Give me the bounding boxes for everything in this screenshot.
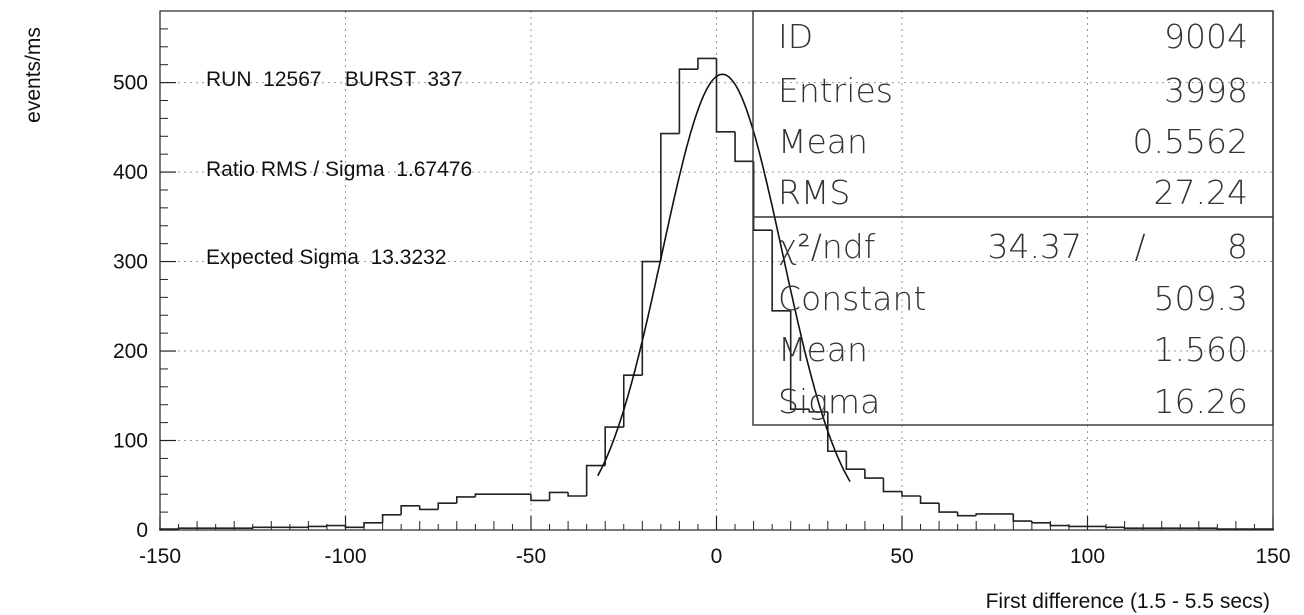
x-tick-label: 150 bbox=[1255, 545, 1290, 568]
stats-value: 27.24 bbox=[1154, 173, 1248, 212]
histogram-bin bbox=[587, 466, 606, 496]
x-tick-label: 0 bbox=[711, 545, 723, 568]
y-tick-label: 500 bbox=[113, 72, 148, 95]
histogram-bin bbox=[401, 506, 420, 515]
stats-value: 0.5562 bbox=[1133, 122, 1248, 161]
x-tick-label: 50 bbox=[890, 545, 913, 568]
x-tick-label: -100 bbox=[324, 545, 366, 568]
y-tick-label: 100 bbox=[113, 430, 148, 453]
histogram-bin bbox=[1013, 514, 1032, 521]
fit-separator: / bbox=[1134, 227, 1145, 266]
x-tick-label: 100 bbox=[1070, 545, 1105, 568]
expected-sigma-annotation: Expected Sigma 13.3232 bbox=[206, 246, 447, 269]
ratio-annotation: Ratio RMS / Sigma 1.67476 bbox=[206, 158, 472, 181]
x-axis-title: First difference (1.5 - 5.5 secs) bbox=[986, 590, 1270, 613]
fit-value: 16.26 bbox=[1154, 382, 1248, 421]
histogram-bin bbox=[1106, 526, 1125, 527]
histogram-bin bbox=[160, 529, 179, 530]
y-axis-title: events/ms bbox=[22, 27, 45, 123]
histogram-bin bbox=[1069, 526, 1088, 527]
histogram-bin bbox=[457, 497, 476, 503]
histogram-bin bbox=[698, 58, 717, 69]
histogram-bin bbox=[253, 527, 272, 528]
histogram-bin bbox=[1050, 523, 1069, 526]
histogram-bin bbox=[364, 523, 383, 527]
axes: -150 -100 -50 0 50 100 150 0 100 200 300 400 500 bbox=[113, 11, 1291, 568]
stats-value: 9004 bbox=[1164, 17, 1248, 56]
fit-value: 8 bbox=[1227, 227, 1248, 266]
histogram-bin bbox=[976, 514, 995, 516]
histogram-bin bbox=[346, 526, 365, 528]
fit-label: Sigma bbox=[778, 382, 880, 421]
histogram-bin bbox=[438, 503, 457, 509]
histogram-bin bbox=[475, 494, 494, 497]
histogram-bin bbox=[958, 512, 977, 516]
histogram-bin bbox=[568, 492, 587, 496]
histogram-bin bbox=[939, 503, 958, 512]
y-tick-label: 400 bbox=[113, 161, 148, 184]
histogram-bin bbox=[883, 478, 902, 491]
histogram-bin bbox=[179, 528, 198, 529]
histogram-bin bbox=[531, 494, 550, 500]
x-tick-label: -150 bbox=[139, 545, 181, 568]
histogram-bin bbox=[1125, 527, 1144, 528]
histogram-bin bbox=[846, 451, 865, 469]
stats-box: ID 9004 Entries 3998 Mean 0.5562 RMS 27.24 χ²/nd… bbox=[753, 11, 1273, 425]
fit-label: Constant bbox=[778, 279, 926, 318]
x-tick-label: -50 bbox=[516, 545, 546, 568]
histogram-bin bbox=[661, 134, 680, 262]
y-tick-label: 200 bbox=[113, 340, 148, 363]
fit-value: 34.37 bbox=[988, 227, 1082, 266]
histogram-bin bbox=[1032, 521, 1051, 523]
histogram-bin bbox=[902, 492, 921, 496]
stats-label: Mean bbox=[778, 122, 868, 161]
y-tick-label: 0 bbox=[136, 519, 148, 542]
histogram-bin bbox=[1217, 528, 1236, 529]
histogram-bin bbox=[679, 69, 698, 133]
histogram-bin bbox=[735, 132, 754, 162]
histogram-bin bbox=[1254, 529, 1273, 530]
histogram-bin bbox=[605, 427, 624, 465]
histogram-bin bbox=[327, 526, 346, 527]
run-burst-annotation: RUN 12567 BURST 337 bbox=[206, 68, 462, 91]
histogram-bin bbox=[642, 262, 661, 376]
histogram-bin bbox=[865, 469, 884, 478]
y-tick-label: 300 bbox=[113, 251, 148, 274]
fit-value: 1.560 bbox=[1154, 330, 1248, 369]
fit-value: 509.3 bbox=[1154, 279, 1248, 318]
stats-value: 3998 bbox=[1164, 71, 1248, 110]
histogram-bin bbox=[921, 496, 940, 503]
fit-label: χ²/ndf bbox=[778, 227, 876, 266]
fit-label: Mean bbox=[778, 330, 868, 369]
stats-label: RMS bbox=[778, 173, 850, 212]
stats-label: Entries bbox=[778, 71, 893, 110]
histogram-bin bbox=[383, 515, 402, 523]
histogram-bin bbox=[420, 506, 439, 510]
histogram-bin bbox=[308, 526, 327, 527]
histogram-bin bbox=[550, 492, 569, 500]
stats-label: ID bbox=[778, 17, 813, 56]
histogram-bin bbox=[717, 58, 736, 131]
